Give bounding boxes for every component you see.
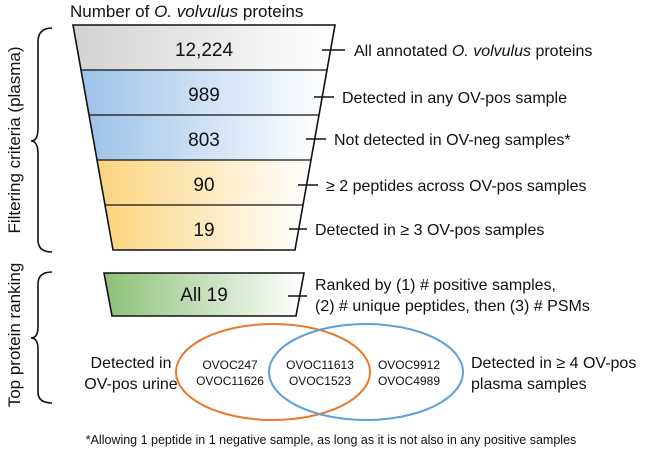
funnel-count-3: 803: [188, 130, 220, 151]
venn-circle-plasma: [268, 323, 464, 421]
venn-circle-urine: [175, 323, 371, 421]
top-protein-ranking-label: Top protein ranking: [5, 263, 24, 408]
funnel-band-4: [97, 160, 311, 205]
ranking-brace: [30, 271, 53, 404]
funnel-label-4: ≥ 2 peptides across OV-pos samples: [326, 178, 586, 195]
venn-right-item: OVOC4989: [378, 374, 440, 388]
funnel-band-3: [89, 115, 319, 160]
venn-right-title-1: Detected in ≥ 4 OV-pos: [471, 355, 636, 372]
funnel-label-5: Detected in ≥ 3 OV-pos samples: [315, 222, 544, 239]
funnel-band-1: [73, 25, 335, 70]
ranking-count: All 19: [180, 285, 228, 306]
funnel-count-2: 989: [188, 85, 220, 106]
funnel-count-4: 90: [193, 175, 214, 196]
funnel: 12,224 989 803 90 19: [72, 24, 336, 251]
funnel-count-1: 12,224: [175, 40, 234, 61]
venn-left-item: OVOC11626: [196, 374, 264, 388]
venn-right-title-2: plasma samples: [471, 376, 587, 393]
ranking-box: All 19 Ranked by (1) # positive samples,…: [103, 272, 590, 317]
venn-left-item: OVOC247: [202, 358, 258, 372]
funnel-label-3: Not detected in OV-neg samples*: [334, 132, 571, 149]
funnel-band-5: [105, 205, 303, 250]
funnel-labels: All annotated O. volvulus proteins Detec…: [289, 43, 592, 239]
footnote: *Allowing 1 peptide in 1 negative sample…: [86, 433, 577, 447]
venn-diagram: Detected in OV-pos urine Detected in ≥ 4…: [84, 323, 636, 421]
funnel-label-1: All annotated O. volvulus proteins: [354, 43, 592, 60]
venn-left-title-2: OV-pos urine: [84, 376, 177, 393]
filtering-criteria-label: Filtering criteria (plasma): [5, 46, 24, 233]
venn-right-item: OVOC9912: [378, 358, 440, 372]
filtering-brace: [30, 27, 53, 253]
ranking-trapezoid: [103, 272, 305, 317]
ranking-text-line2: (2) # unique peptides, then (3) # PSMs: [315, 298, 590, 315]
funnel-outline: [72, 24, 336, 251]
venn-left-title-1: Detected in: [91, 355, 172, 372]
venn-shared-item: OVOC11613: [286, 358, 354, 372]
funnel-label-2: Detected in any OV-pos sample: [342, 90, 567, 107]
funnel-count-5: 19: [193, 220, 214, 241]
venn-shared-item: OVOC1523: [289, 374, 351, 388]
funnel-band-2: [81, 70, 327, 115]
ranking-text-line1: Ranked by (1) # positive samples,: [315, 277, 556, 294]
header-title: Number of O. volvulus proteins: [70, 2, 303, 21]
